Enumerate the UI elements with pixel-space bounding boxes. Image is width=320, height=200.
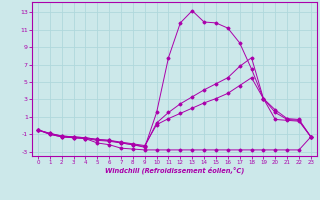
X-axis label: Windchill (Refroidissement éolien,°C): Windchill (Refroidissement éolien,°C) <box>105 167 244 174</box>
